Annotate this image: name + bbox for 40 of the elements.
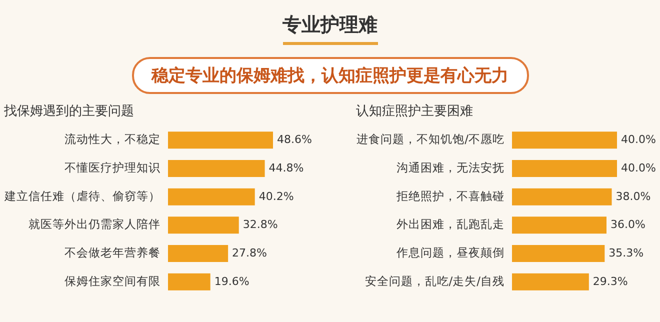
bar bbox=[512, 273, 589, 290]
y-tick-label: 建立信任难（虐待、偷窃等） bbox=[4, 188, 160, 203]
y-tick-label: 作息问题，昼夜颠倒 bbox=[396, 246, 504, 260]
data-label: 35.3% bbox=[608, 246, 644, 260]
bar bbox=[168, 273, 210, 290]
chart-title: 认知症照护主要困难 bbox=[356, 103, 474, 119]
data-label: 27.8% bbox=[232, 246, 268, 260]
bar bbox=[512, 160, 617, 177]
bar bbox=[168, 188, 255, 206]
data-label: 40.2% bbox=[258, 190, 294, 203]
chart-title: 找保姆遇到的主要问题 bbox=[3, 103, 134, 119]
data-label: 29.3% bbox=[592, 274, 628, 288]
data-label: 19.6% bbox=[214, 274, 250, 288]
data-label: 48.6% bbox=[277, 133, 312, 146]
data-label: 44.8% bbox=[268, 162, 304, 174]
y-tick-label: 外出困难，乱跑乱走 bbox=[396, 217, 504, 232]
text: 专业护理难 bbox=[282, 0, 378, 45]
y-tick-label: 沟通困难，无法安抚 bbox=[396, 160, 504, 174]
y-tick-label: 安全问题，乱吃/走失/自残 bbox=[364, 274, 504, 288]
y-tick-label: 不会做老年营养餐 bbox=[64, 246, 160, 260]
y-tick-label: 拒绝照护，不喜触碰 bbox=[396, 188, 504, 203]
data-label: 38.0% bbox=[616, 190, 651, 203]
data-label: 36.0% bbox=[610, 218, 646, 232]
bar bbox=[168, 216, 239, 234]
y-tick-label: 保姆住家空间有限 bbox=[64, 274, 160, 288]
y-tick-label: 流动性大，不稳定 bbox=[64, 132, 160, 146]
y-tick-label: 进食问题，不知饥饱/不愿吃 bbox=[356, 132, 504, 146]
bar bbox=[512, 132, 617, 149]
y-tick-label: 不懂医疗护理知识 bbox=[64, 160, 160, 174]
bar bbox=[168, 132, 273, 149]
data-label: 40.0% bbox=[621, 133, 656, 146]
bar bbox=[512, 216, 606, 234]
bar bbox=[168, 245, 228, 262]
y-tick-label: 就医等外出仍需家人陪伴 bbox=[28, 217, 160, 232]
bar bbox=[512, 245, 605, 262]
bar bbox=[512, 188, 612, 206]
bar bbox=[168, 160, 265, 177]
text: 稳定专业的保姆难找，认知症照护更是有心无力 bbox=[132, 57, 528, 94]
data-label: 32.8% bbox=[242, 218, 278, 232]
data-label: 40.0% bbox=[621, 162, 656, 174]
